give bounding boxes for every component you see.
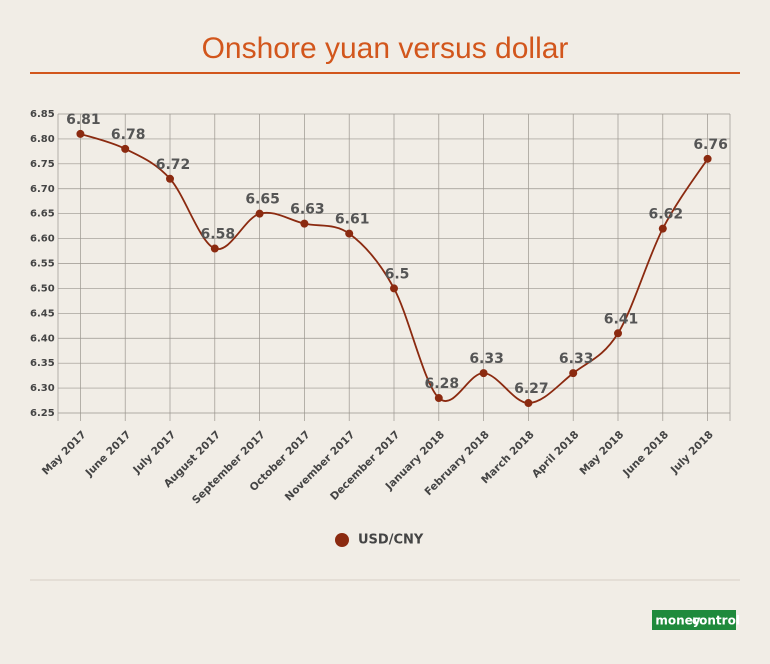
data-label: 6.72 [156,157,191,173]
data-point [524,399,533,408]
data-point [390,284,398,293]
y-tick-label: 6.70 [30,184,55,195]
x-tick-label: May 2018 [577,429,626,478]
data-point [166,174,174,183]
data-label: 6.78 [111,127,146,143]
data-point [479,369,488,378]
x-tick-label: May 2017 [40,429,89,478]
data-label: 6.41 [604,311,639,327]
data-label: 6.81 [66,112,101,128]
brand-text: money [655,614,700,628]
data-point [614,329,622,338]
y-tick-label: 6.80 [30,134,55,145]
data-label: 6.62 [649,207,684,223]
x-tick-label: July 2018 [668,429,716,477]
data-label: 6.33 [469,351,504,367]
brand-logo [652,610,736,630]
y-tick-label: 6.50 [30,283,55,294]
x-tick-label: June 2017 [83,429,134,480]
data-point [255,209,264,218]
data-label: 6.5 [385,266,410,282]
y-tick-label: 6.25 [30,408,55,419]
legend-label: USD/CNY [358,533,424,548]
y-tick-label: 6.30 [30,383,55,394]
data-label: 6.33 [559,351,594,367]
data-point [703,154,712,163]
data-label: 6.27 [514,381,549,397]
data-label: 6.76 [693,137,728,153]
y-tick-label: 6.45 [30,308,55,319]
data-label: 6.61 [335,212,370,228]
legend-marker [335,533,349,547]
y-tick-label: 6.85 [30,109,55,120]
data-label: 6.28 [425,376,460,392]
data-point [121,144,130,153]
data-point [345,229,354,238]
x-tick-label: June 2018 [620,429,671,480]
y-tick-label: 6.65 [30,209,55,220]
data-point [300,219,309,228]
x-tick-label: April 2018 [530,429,582,481]
data-point [434,394,443,403]
data-point [210,244,219,253]
y-tick-label: 6.55 [30,259,55,270]
data-point [76,129,85,138]
data-point [658,224,667,233]
y-tick-label: 6.35 [30,358,55,369]
y-tick-label: 6.75 [30,159,55,170]
data-point [569,369,578,378]
y-tick-label: 6.60 [30,234,55,245]
data-label: 6.65 [245,192,280,208]
data-label: 6.63 [290,202,325,218]
x-tick-label: July 2017 [130,429,178,477]
brand-text: control [692,614,740,628]
chart-title: Onshore yuan versus dollar [202,32,569,65]
y-tick-label: 6.40 [30,333,55,344]
data-label: 6.58 [201,227,236,243]
